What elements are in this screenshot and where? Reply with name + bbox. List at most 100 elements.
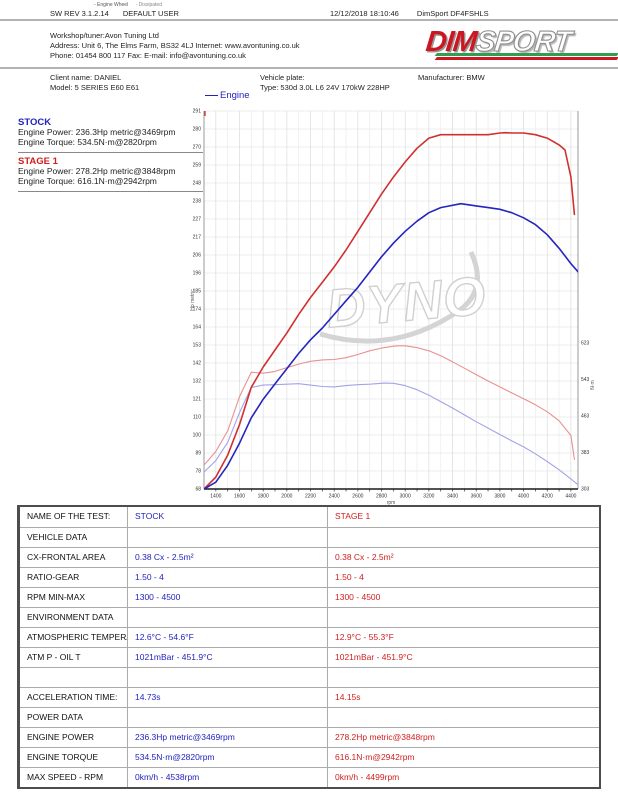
table-cell	[328, 528, 599, 547]
table-cell: 278.2Hp metric@3848rpm	[335, 732, 435, 742]
client-block: Client name: DANIEL Model: 5 SERIES E60 …	[50, 73, 139, 93]
table-cell: 14.73s	[128, 688, 328, 707]
x-axis-tick-label: 1600	[234, 494, 245, 500]
x-axis-tick-label: 2600	[352, 494, 363, 500]
x-axis-tick-label: 4400	[565, 494, 576, 500]
table-cell: 12.9°C - 55.3°F	[335, 632, 394, 642]
table-cell: 14.15s	[335, 692, 361, 702]
y-axis-left-tick-label: 89	[195, 451, 201, 457]
table-cell: 1300 - 4500	[335, 592, 381, 602]
vehicle-type: Type: 530d 3.0L L6 24V 170kW 228HP	[260, 83, 390, 92]
y-axis-left-tick-label: 217	[193, 235, 202, 241]
y-axis-right-tick-label: 463	[581, 413, 590, 419]
table-cell: 1.50 - 4	[128, 568, 328, 587]
table-cell: CX-FRONTAL AREA	[20, 548, 128, 567]
y-axis-right-tick-label: 383	[581, 450, 590, 456]
table-cell: 0.38 Cx - 2.5m²	[335, 552, 394, 562]
vehicle-model: Model: 5 SERIES E60 E61	[50, 83, 140, 92]
divider	[0, 67, 618, 69]
datetime-row: 12/12/2018 18:10:46 DimSport DF4FSHLS	[330, 9, 489, 18]
legend-dissipated: - Dissipated	[135, 2, 162, 8]
sw-rev-row: SW REV 3.1.2.14 DEFAULT USER	[50, 9, 179, 18]
y-axis-right-tick-label: 303	[581, 487, 590, 493]
table-header-row: NAME OF THE TEST: STOCK STAGE 1	[20, 507, 599, 527]
table-cell: 0.38 Cx - 2.5m²	[128, 548, 328, 567]
y-axis-right-tick-label: 543	[581, 377, 590, 383]
engine-legend-dash-icon	[205, 94, 218, 97]
table-cell	[328, 608, 599, 627]
table-cell: ENGINE POWER	[20, 728, 128, 747]
x-axis-tick-label: 3000	[400, 494, 411, 500]
table-row: POWER DATA	[20, 707, 599, 727]
table-cell: POWER DATA	[20, 708, 128, 727]
y-axis-right-unit-label: N·m	[590, 380, 596, 389]
table-row	[20, 667, 599, 687]
workshop-phone: Phone: 01454 800 117 Fax: E-mail: info@a…	[50, 51, 246, 60]
stock-result-block: STOCK Engine Power: 236.3Hp metric@3469r…	[18, 117, 210, 153]
y-axis-left-tick-label: 100	[193, 433, 202, 439]
y-axis-left-tick-label: 291	[193, 109, 202, 115]
stage1-result-block: STAGE 1 Engine Power: 278.2Hp metric@384…	[18, 156, 210, 192]
x-axis-tick-label: 2000	[281, 494, 292, 500]
y-axis-left-tick-label: 248	[193, 181, 202, 187]
x-axis-tick-label: 4000	[518, 494, 529, 500]
curve-legend-tiny: - Engine Wheel - Dissipated	[94, 2, 162, 8]
y-axis-left-tick-label: 164	[193, 325, 202, 331]
y-axis-left-tick-label: 121	[193, 397, 202, 403]
table-cell: 534.5N·m@2820rpm	[128, 748, 328, 767]
workshop-address: Address: Unit 6, The Elms Farm, BS32 4LJ…	[50, 41, 300, 50]
stage1-torque: Engine Torque: 616.1N·m@2942rpm	[18, 175, 157, 186]
y-axis-left-tick-label: 259	[193, 163, 202, 169]
divider	[0, 19, 618, 21]
stock-power: Engine Power: 236.3Hp metric@3469rpm	[18, 127, 176, 137]
legend-engine-wheel: - Engine Wheel	[94, 2, 129, 8]
table-row: ATMOSPHERIC TEMPERATURE:12.6°C - 54.6°F 1…	[20, 627, 599, 647]
y-axis-left-tick-label: 238	[193, 199, 202, 205]
table-cell: MAX SPEED - RPM	[20, 768, 128, 787]
table-row: ENGINE TORQUE 534.5N·m@2820rpm 616.1N·m@29…	[20, 747, 599, 767]
table-cell	[128, 668, 328, 687]
y-axis-left-tick-label: 206	[193, 253, 202, 259]
table-cell: VEHICLE DATA	[20, 528, 128, 547]
table-cell	[328, 668, 599, 687]
x-axis-unit-label: rpm	[387, 500, 396, 505]
y-axis-left-tick-label: 110	[193, 415, 201, 421]
y-axis-left-tick-label: 68	[195, 487, 201, 493]
workshop-name: Workshop/tuner:Avon Tuning Ltd	[50, 31, 159, 40]
vehicle-plate: Vehicle plate:	[260, 73, 305, 82]
stage1-power-curve	[204, 131, 576, 490]
dyno-watermark-swoosh	[319, 250, 480, 344]
table-cell: ACCELERATION TIME:	[20, 688, 128, 707]
table-cell	[20, 668, 128, 687]
x-axis-tick-label: 2400	[329, 494, 340, 500]
y-axis-left-tick-label: 280	[193, 127, 202, 133]
table-cell: 1300 - 4500	[128, 588, 328, 607]
table-cell	[128, 528, 328, 547]
table-cell: STAGE 1	[335, 511, 371, 521]
table-row: CX-FRONTAL AREA 0.38 Cx - 2.5m² 0.38 Cx - …	[20, 547, 599, 567]
table-cell: 1021mBar - 451.9°C	[335, 652, 413, 662]
plate-block: Vehicle plate: Type: 530d 3.0L L6 24V 17…	[260, 73, 390, 93]
y-axis-left-tick-label: 78	[195, 469, 201, 475]
table-cell: RPM MIN-MAX	[20, 588, 128, 607]
y-axis-left-tick-label: 185	[193, 289, 202, 295]
table-cell: RATIO-GEAR	[20, 568, 128, 587]
table-cell: 0km/h - 4538rpm	[128, 768, 328, 787]
table-row: ENGINE POWER 236.3Hp metric@3469rpm 278.2H…	[20, 727, 599, 747]
y-axis-left-tick-label: 132	[193, 379, 202, 385]
user-name: DEFAULT USER	[122, 9, 179, 18]
table-cell: ATM P - OIL T	[20, 648, 128, 667]
table-cell: STOCK	[128, 507, 328, 527]
table-cell: 1021mBar - 451.9°C	[128, 648, 328, 667]
dyno-watermark-text: DYNO	[324, 266, 489, 340]
table-row: ENVIRONMENT DATA	[20, 607, 599, 627]
x-axis-tick-label: 1800	[258, 494, 269, 500]
y-axis-left-tick-label: 227	[193, 217, 202, 223]
table-cell: ENGINE TORQUE	[20, 748, 128, 767]
stock-power-curve	[204, 202, 578, 490]
divider	[18, 152, 203, 153]
x-axis-tick-label: 3600	[471, 494, 482, 500]
table-cell	[128, 608, 328, 627]
y-axis-left-tick-label: 153	[193, 343, 202, 349]
